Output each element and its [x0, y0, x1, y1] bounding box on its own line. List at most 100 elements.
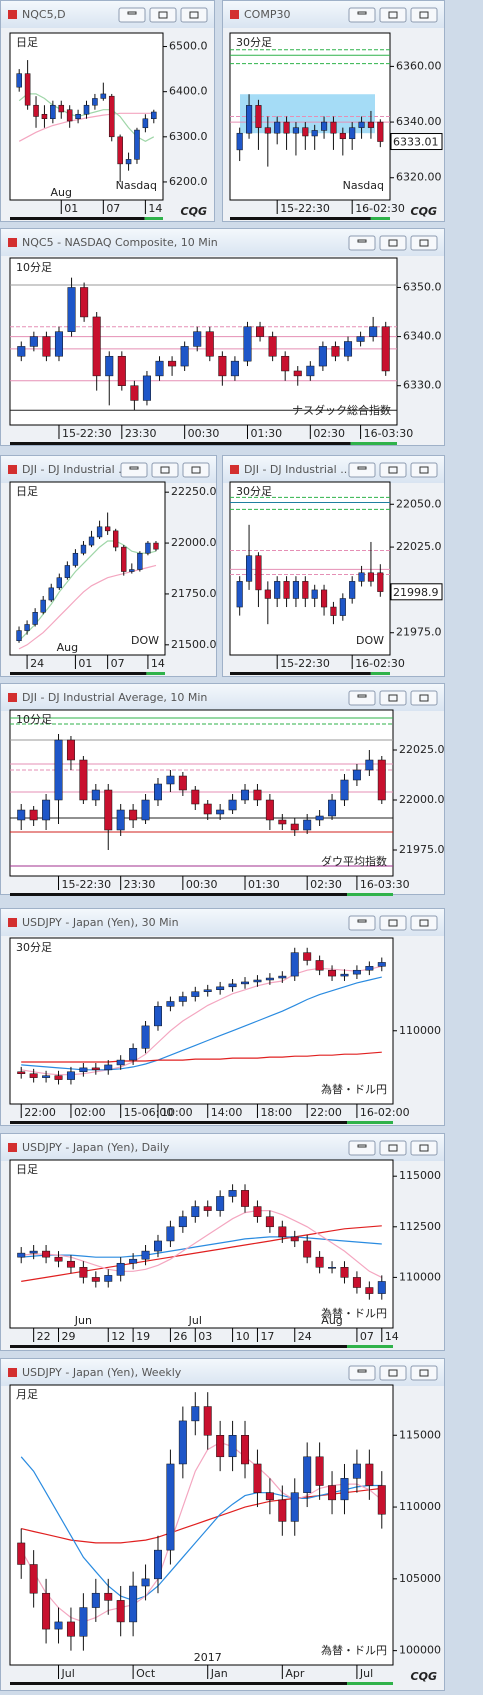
close-glyph — [419, 694, 429, 702]
plot-layer — [10, 277, 397, 411]
x-tick-label: 14:00 — [211, 1106, 243, 1119]
candle-body — [58, 104, 65, 113]
chart-window: NQC5 - NASDAQ Composite, 10 Min 6330.0 634… — [0, 228, 445, 446]
chart-note: 為替・ドル円 — [321, 1082, 387, 1096]
maximize-button[interactable] — [151, 462, 179, 478]
candle-body — [17, 346, 26, 357]
window-title: NQC5 - NASDAQ Composite, 10 Min — [22, 236, 218, 249]
candle-body — [377, 1485, 386, 1515]
candle-body — [113, 530, 119, 548]
x-tick-label: 02:30 — [313, 427, 345, 440]
x-group-label: Aug — [321, 1314, 342, 1327]
minimize-button[interactable] — [348, 690, 376, 706]
maximize-button[interactable] — [379, 235, 407, 251]
close-button[interactable] — [180, 7, 208, 23]
close-button[interactable] — [410, 462, 438, 478]
y-tick-label: 115000 — [399, 1428, 441, 1441]
chart-note: DOW — [356, 634, 384, 647]
close-button[interactable] — [410, 1140, 438, 1156]
chart-window: NQC5,D 6200.0 6300.0 6400.0 6500.0 01 07 14 Aug 日… — [0, 0, 215, 222]
candle-body — [377, 121, 384, 142]
time-bar — [10, 1345, 348, 1348]
candle-body — [274, 121, 281, 134]
candle-body — [191, 1406, 200, 1422]
chart-note: 為替・ドル円 — [321, 1643, 387, 1657]
moving-average — [21, 1236, 382, 1258]
y-tick-label: 6200.0 — [169, 175, 208, 188]
close-button[interactable] — [410, 1365, 438, 1381]
candle-body — [117, 136, 123, 165]
maximize-button[interactable] — [379, 1140, 407, 1156]
candle-body — [79, 759, 88, 801]
maximize-button[interactable] — [379, 7, 407, 23]
maximize-button[interactable] — [149, 7, 177, 23]
minimize-button[interactable] — [348, 1365, 376, 1381]
plot-area — [9, 257, 398, 426]
maximize-button[interactable] — [379, 690, 407, 706]
chart-window: USDJPY - Japan (Yen), Weekly 100000 105000… — [0, 1358, 445, 1691]
minimize-button[interactable] — [348, 1140, 376, 1156]
y-tick-label: 6360.00 — [396, 59, 442, 72]
minimize-button[interactable] — [348, 235, 376, 251]
minimize-button[interactable] — [348, 915, 376, 931]
candle-body — [48, 587, 54, 601]
minimize-button[interactable] — [348, 7, 376, 23]
minimize-button[interactable] — [348, 462, 376, 478]
candle-body — [377, 1281, 386, 1294]
maximize-button[interactable] — [379, 1365, 407, 1381]
candle-body — [141, 1578, 150, 1587]
candle-body — [29, 1073, 38, 1078]
candle-body — [228, 1435, 237, 1458]
candle-body — [241, 1190, 249, 1207]
close-button[interactable] — [410, 915, 438, 931]
candle-body — [349, 581, 356, 599]
close-glyph — [419, 919, 429, 927]
y-tick-label: 22000.0 — [399, 793, 445, 806]
candle-body — [216, 986, 225, 991]
candle-body — [88, 536, 95, 546]
candle-body — [29, 809, 38, 821]
candle-body — [365, 759, 374, 771]
x-tick-label: 03 — [198, 1330, 212, 1343]
candle-body — [236, 132, 243, 151]
candle-body — [352, 969, 361, 975]
plot-layer — [17, 947, 386, 1085]
close-glyph — [419, 1369, 429, 1377]
x-tick-label: 19 — [136, 1330, 150, 1343]
close-button[interactable] — [410, 690, 438, 706]
candle-body — [292, 127, 299, 134]
maximize-button[interactable] — [379, 462, 407, 478]
candle-body — [67, 287, 76, 332]
time-bar-end — [347, 1682, 393, 1685]
candle-body — [311, 589, 318, 599]
close-button[interactable] — [410, 7, 438, 23]
logo: CQG — [411, 205, 437, 218]
candle-body — [104, 1592, 113, 1601]
candle-body — [236, 581, 243, 608]
minimize-glyph — [357, 11, 367, 15]
candle-body — [218, 355, 227, 377]
candle-body — [352, 1277, 361, 1288]
candle-body — [80, 544, 87, 554]
x-tick-label: Oct — [136, 1667, 156, 1680]
candle-body — [265, 799, 274, 821]
candle-body — [255, 105, 262, 128]
maximize-button[interactable] — [379, 915, 407, 931]
candle-body — [129, 809, 138, 821]
close-button[interactable] — [410, 235, 438, 251]
candle-body — [117, 355, 126, 386]
x-tick-label: Jul — [359, 1667, 373, 1680]
candle-body — [54, 739, 63, 801]
chart-window: DJI - DJ Industrial ... 21500.0 21750.0 220… — [0, 455, 217, 677]
x-tick-label: 16-03:30 — [360, 878, 410, 891]
minimize-button[interactable] — [118, 7, 146, 23]
close-button[interactable] — [182, 462, 210, 478]
candle-body — [205, 331, 214, 357]
x-tick-label: 16-02:00 — [360, 1106, 410, 1119]
candle-body — [24, 624, 30, 631]
candle-body — [16, 73, 22, 88]
minimize-button[interactable] — [120, 462, 148, 478]
candle-body — [178, 1420, 187, 1465]
candle-body — [17, 1252, 26, 1258]
candle-body — [166, 1463, 175, 1551]
